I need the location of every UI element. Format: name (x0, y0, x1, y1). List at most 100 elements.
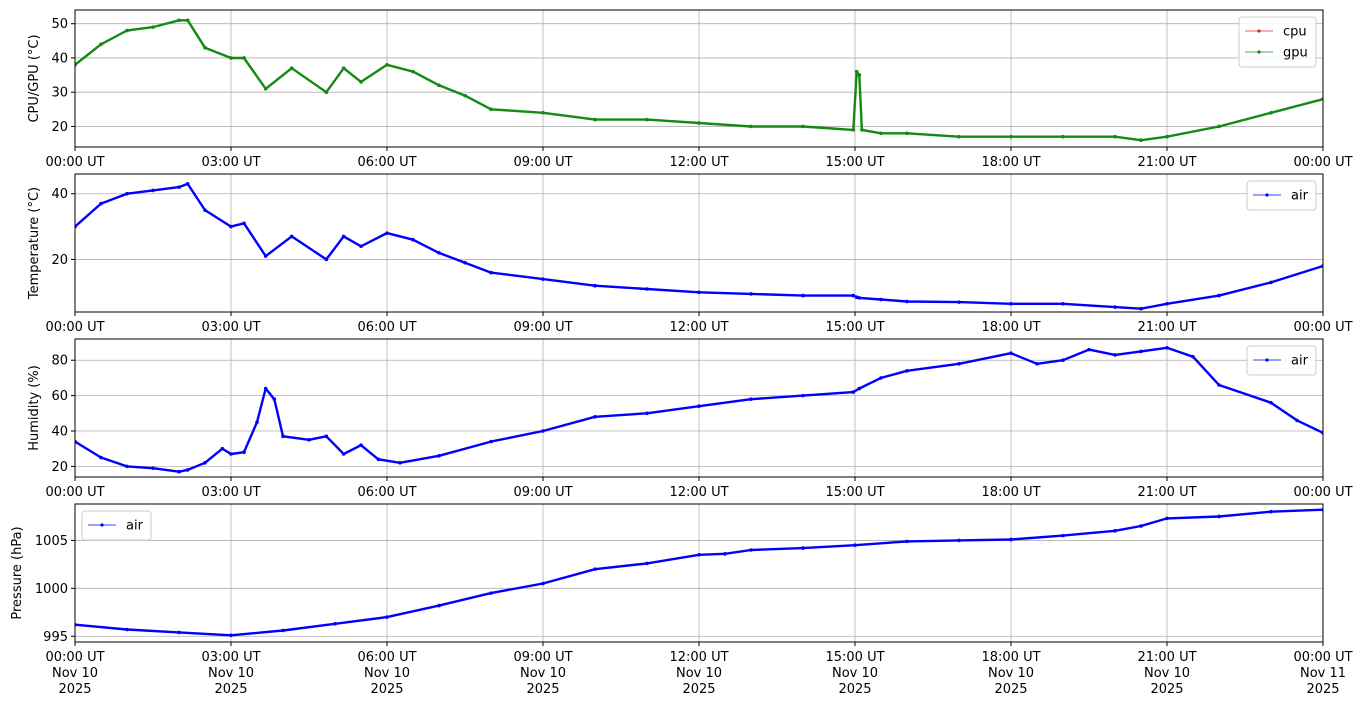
data-point-air (851, 293, 856, 298)
legend: air (1246, 180, 1317, 211)
x-tick-date: Nov 10 (676, 666, 722, 681)
data-point-air (957, 300, 961, 304)
x-tick-date: Nov 10 (1144, 666, 1190, 681)
legend-label-air: air (126, 519, 144, 534)
legend-marker-air (1265, 358, 1269, 362)
data-point-air (359, 244, 363, 249)
legend-label-air: air (1291, 354, 1309, 369)
data-point-air (489, 439, 493, 444)
data-point-air (125, 627, 129, 632)
x-tick-year: 2025 (1306, 682, 1339, 697)
x-tick-label: 03:00 UT (201, 650, 260, 665)
chart-panel-3: 20 40 60 80 Humidity (%) 00:00 UT 03:00 UT 06:0… (27, 338, 1353, 500)
x-tick-label: 00:00 UT (45, 650, 104, 665)
x-tick-label: 12:00 UT (669, 155, 728, 170)
data-point-air (541, 277, 545, 281)
data-point-gpu (151, 25, 155, 29)
data-point-air (1113, 353, 1117, 357)
data-point-air (1165, 301, 1169, 306)
data-point-air (749, 292, 753, 296)
data-point-air (645, 287, 649, 291)
legend-label-gpu: gpu (1283, 46, 1308, 61)
x-tick-label: 15:00 UT (825, 155, 884, 170)
legend-marker-cpu (1257, 29, 1261, 33)
data-point-gpu (541, 110, 545, 115)
x-tick-label: 03:00 UT (201, 155, 260, 170)
y-tick-label: 40 (51, 425, 68, 440)
data-point-air (857, 296, 862, 300)
y-tick-label: 40 (51, 51, 68, 66)
data-point-air (151, 188, 155, 193)
data-point-air (1191, 354, 1195, 359)
data-point-air (1269, 280, 1273, 285)
data-point-air (437, 453, 441, 458)
data-point-air (341, 234, 346, 239)
series-air (75, 507, 1323, 638)
data-point-air (1009, 301, 1013, 306)
data-point-air (879, 297, 883, 302)
data-point-air (229, 633, 233, 638)
data-point-gpu (1009, 134, 1013, 139)
x-tick-label: 12:00 UT (669, 650, 728, 665)
legend-marker-gpu (1257, 50, 1261, 54)
legend-box (1246, 345, 1317, 376)
x-tick-date: Nov 10 (832, 666, 878, 681)
y-axis-label: CPU/GPU (°C) (27, 34, 42, 122)
data-point-air (1113, 305, 1117, 309)
data-point-air (185, 468, 190, 472)
data-point-air (541, 581, 545, 586)
data-point-air (281, 628, 285, 633)
data-point-gpu (489, 107, 493, 112)
legend-label-air: air (1291, 189, 1309, 204)
data-point-gpu (1113, 134, 1117, 139)
data-point-gpu (99, 42, 103, 47)
legend: air (81, 510, 152, 541)
y-tick-label: 80 (51, 354, 68, 369)
x-tick-label: 15:00 UT (825, 320, 884, 335)
data-point-air (1009, 537, 1013, 542)
x-tick-label: 00:00 UT (1293, 320, 1352, 335)
series-air (75, 182, 1323, 311)
data-point-air (307, 438, 311, 442)
data-point-air (1217, 383, 1221, 387)
data-point-air (749, 548, 753, 552)
y-tick-label: 60 (51, 389, 68, 404)
data-point-air (289, 234, 294, 239)
x-tick-label: 09:00 UT (513, 155, 572, 170)
data-point-air (177, 630, 181, 635)
data-point-air (281, 434, 285, 439)
x-tick-label: 03:00 UT (201, 320, 260, 335)
x-tick-year: 2025 (370, 682, 403, 697)
y-tick-label: 995 (43, 630, 68, 645)
data-point-gpu (185, 18, 190, 23)
data-point-air (957, 361, 961, 366)
x-tick-label: 12:00 UT (669, 485, 728, 500)
x-tick-label: 00:00 UT (45, 485, 104, 500)
x-tick-label: 15:00 UT (825, 485, 884, 500)
legend-box (81, 510, 152, 541)
data-point-gpu (242, 56, 246, 60)
legend-label-cpu: cpu (1283, 25, 1307, 40)
data-point-air (697, 552, 701, 557)
y-axis-label: Pressure (hPa) (10, 526, 25, 619)
data-point-air (1295, 418, 1299, 423)
data-point-gpu (359, 80, 363, 84)
x-tick-date: Nov 10 (988, 666, 1034, 681)
data-point-air (242, 221, 246, 226)
data-point-air (1139, 349, 1143, 354)
x-tick-label: 00:00 UT (1293, 650, 1352, 665)
data-point-air (1217, 514, 1221, 519)
data-point-air (723, 552, 727, 556)
data-point-air (857, 386, 862, 391)
y-tick-label: 40 (51, 187, 68, 202)
data-point-gpu (341, 66, 346, 71)
x-tick-label: 00:00 UT (45, 155, 104, 170)
x-tick-label: 00:00 UT (1293, 485, 1352, 500)
data-point-gpu (263, 86, 268, 91)
data-point-gpu (851, 128, 856, 132)
x-tick-label: 00:00 UT (1293, 155, 1352, 170)
series-gpu (75, 18, 1323, 142)
x-tick-label: 15:00 UT (825, 650, 884, 665)
x-tick-date: Nov 10 (520, 666, 566, 681)
x-tick-year: 2025 (994, 682, 1027, 697)
